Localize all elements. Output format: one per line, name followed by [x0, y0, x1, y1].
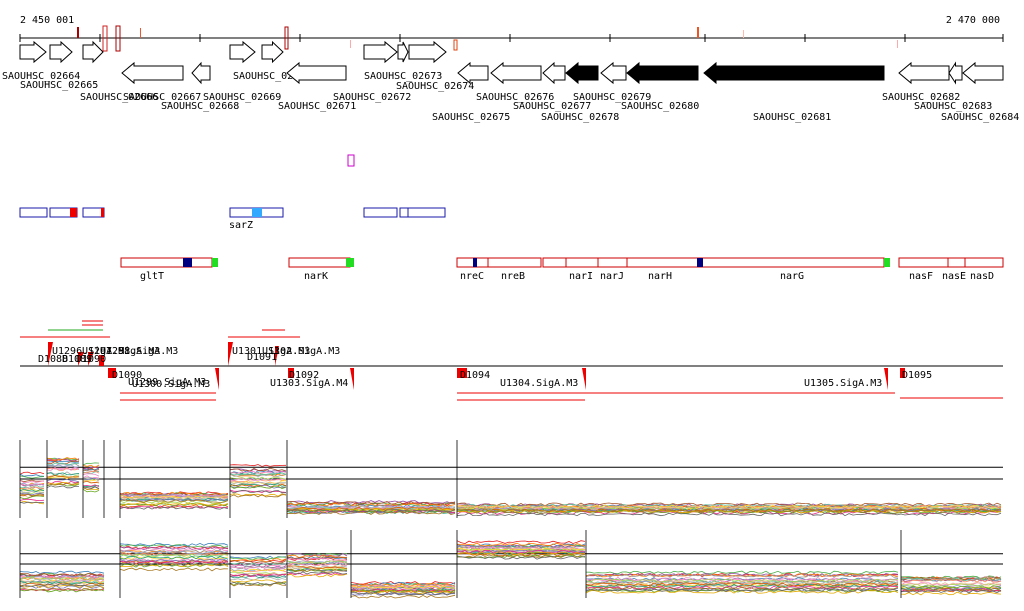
gene-arrow-SAOUHSC_02667 [121, 61, 184, 85]
gene-label-SAOUHSC_02672: SAOUHSC_02672 [333, 92, 411, 103]
gene-label-SAOUHSC_02665: SAOUHSC_02665 [20, 80, 98, 91]
operon-label-nreB: nreB [501, 271, 525, 282]
gene-label-SAOUHSC_02676: SAOUHSC_02676 [476, 92, 554, 103]
axis-start-label: 2 450 001 [20, 15, 74, 26]
segment-lower-D-1: D1090 [112, 370, 142, 381]
axis-marks [77, 25, 898, 52]
operon-label-nreC: nreC [460, 271, 484, 282]
blue-feature-6 [399, 207, 446, 218]
operon-track: gltT narK nreC nreB narI narJ narH narG nasF nasE… [120, 257, 1004, 282]
gene-label-SAOUHSC_02678: SAOUHSC_02678 [541, 112, 619, 123]
gene-label-SAOUHSC_02675: SAOUHSC_02675 [432, 112, 510, 123]
axis-end-label: 2 470 000 [946, 15, 1000, 26]
gene-arrow-SAOUHSC_02664 [19, 40, 47, 64]
gene-arrow-SAOUHSC_02681 [703, 61, 885, 85]
gene-arrow-SAOUHSC_02680 [626, 61, 699, 85]
operon-label-nasF: nasF [909, 271, 933, 282]
gene-arrow-SAOUHSC_02684 [962, 61, 1004, 85]
segment-lower-label-3: U1303.SigA.M4 [270, 378, 348, 389]
gene-label-SAOUHSC_02667: SAOUHSC_02667 [123, 92, 201, 103]
operon-label-nasE: nasE [942, 271, 966, 282]
gene-arrow-SAOUHSC_02668 [191, 61, 211, 85]
operon-box-5 [898, 257, 1004, 268]
operon-box-4 [542, 257, 885, 268]
segment-upper-label-4: U1301.SigA.M3 [232, 346, 310, 357]
gene-arrow-SAOUHSC_02671 [286, 61, 347, 85]
gene-label-SAOUHSC_02668: SAOUHSC_02668 [161, 101, 239, 112]
operon-box-2 [288, 257, 351, 268]
blue-feature-1 [19, 207, 48, 218]
operon-box-3 [456, 257, 542, 268]
operon-box-1 [120, 257, 213, 268]
expression-profile-bottom [19, 530, 1003, 599]
segment-upper-label-5: U1302.SigA.M3 [262, 346, 340, 357]
coordinate-axis: 2 450 001 2 470 000 [19, 15, 1004, 52]
operon-label-nasD: nasD [970, 271, 994, 282]
magenta-marker [347, 154, 355, 167]
gene-arrow-SAOUHSC_02669 [229, 40, 256, 64]
gene-label-SAOUHSC_02670: SAOUHSC_02670 [233, 71, 311, 82]
segment-lower-D-4: D1095 [902, 370, 932, 381]
segment-lower-label-1: U1299.SigA.M3 [128, 377, 206, 388]
gene-arrow-SAOUHSC_02670 [261, 40, 284, 64]
segment-lower-label-5: U1305.SigA.M3 [804, 378, 882, 389]
sarZ-highlight [252, 208, 262, 217]
gene-track: SAOUHSC_02664SAOUHSC_02665SAOUHSC_02666S… [2, 40, 1019, 123]
operon-label-gltT: gltT [140, 271, 164, 282]
operon-label-narG: narG [780, 271, 804, 282]
gene-label-SAOUHSC_02679: SAOUHSC_02679 [573, 92, 651, 103]
gene-arrow-SAOUHSC_02673 [397, 41, 409, 63]
gene-arrow-SAOUHSC_02679 [600, 61, 627, 85]
gene-label-SAOUHSC_02666: SAOUHSC_02666 [80, 92, 158, 103]
gene-label-SAOUHSC_02664: SAOUHSC_02664 [2, 71, 80, 82]
blue-feature-3-red [101, 208, 104, 217]
segment-upper-label-3: U1298.SigA.M3 [100, 346, 178, 357]
gene-arrow-SAOUHSC_02672 [363, 40, 398, 64]
segment-track: U1296.SigA.M3 U1297.SigA.M3 U1298.SigA.M… [20, 320, 1003, 401]
gene-label-SAOUHSC_02683: SAOUHSC_02683 [914, 101, 992, 112]
gene-label-SAOUHSC_02682: SAOUHSC_02682 [882, 92, 960, 103]
segment-upper-label-2: U1297.SigA.M3 [82, 346, 160, 357]
operon-label-narH: narH [648, 271, 672, 282]
expression-profile-top [19, 440, 1003, 518]
operon-label-narJ: narJ [600, 271, 624, 282]
gene-arrow-SAOUHSC_02682 [898, 61, 950, 85]
segment-upper-D-3: D1090 [76, 354, 106, 365]
blue-feature-2-red [70, 208, 77, 217]
gene-label-SAOUHSC_02677: SAOUHSC_02677 [513, 101, 591, 112]
segment-upper-D-1: D1088 [38, 354, 68, 365]
gene-arrow-SAOUHSC_02677 [542, 61, 566, 85]
gene-label-SAOUHSC_02680: SAOUHSC_02680 [621, 101, 699, 112]
gene-arrow-SAOUHSC_02666 [82, 40, 104, 64]
segment-upper-D-4: D1091 [247, 352, 277, 363]
gene-arrow-SAOUHSC_02674 [408, 40, 447, 64]
blue-feature-track: sarZ [19, 207, 446, 231]
operon-label-narK: narK [304, 271, 328, 282]
segment-upper-D-2: D1089 [62, 354, 92, 365]
gene-label-SAOUHSC_02681: SAOUHSC_02681 [753, 112, 831, 123]
segment-lower-D-3: D1094 [460, 370, 490, 381]
blue-feature-5 [363, 207, 398, 218]
gene-arrow-SAOUHSC_02678 [565, 61, 599, 85]
gene-arrow-SAOUHSC_02675 [457, 61, 489, 85]
gene-label-SAOUHSC_02669: SAOUHSC_02669 [203, 92, 281, 103]
sarZ-label: sarZ [229, 220, 253, 231]
segment-lower-label-2: U1300.SigA.M3 [132, 379, 210, 390]
gene-arrow-SAOUHSC_02683 [948, 61, 963, 85]
gene-label-SAOUHSC_02673: SAOUHSC_02673 [364, 71, 442, 82]
gene-label-SAOUHSC_02674: SAOUHSC_02674 [396, 81, 474, 92]
gene-arrow-SAOUHSC_02676 [490, 61, 542, 85]
segment-lower-D-2: D1092 [289, 370, 319, 381]
gene-label-SAOUHSC_02684: SAOUHSC_02684 [941, 112, 1019, 123]
blue-feature-3 [82, 207, 105, 218]
segment-lower-label-4: U1304.SigA.M3 [500, 378, 578, 389]
segment-upper-label-1: U1296.SigA.M3 [52, 346, 130, 357]
operon-label-narI: narI [569, 271, 593, 282]
gene-label-SAOUHSC_02671: SAOUHSC_02671 [278, 101, 356, 112]
gene-arrow-SAOUHSC_02665 [49, 40, 73, 64]
